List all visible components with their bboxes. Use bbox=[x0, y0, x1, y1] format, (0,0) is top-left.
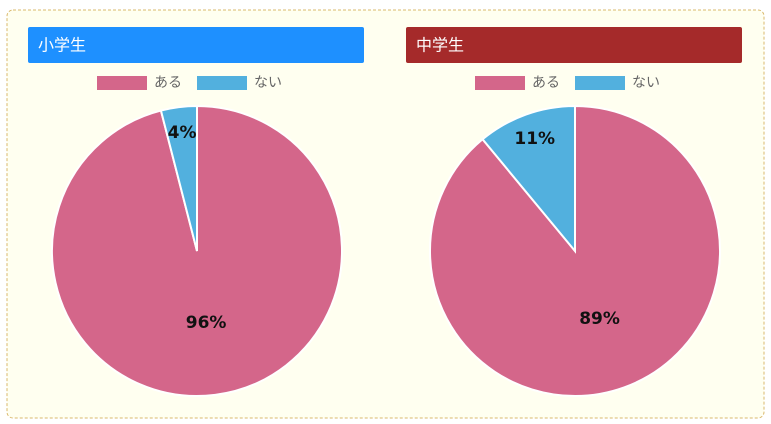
chart-title: 小学生 bbox=[38, 36, 86, 55]
legend-swatch bbox=[97, 76, 147, 90]
chart-title: 中学生 bbox=[416, 36, 464, 55]
header bbox=[406, 27, 742, 63]
legend-label: ある bbox=[154, 75, 182, 91]
legend-label: ない bbox=[254, 75, 282, 91]
data-label: 4% bbox=[168, 123, 197, 143]
legend-swatch bbox=[197, 76, 247, 90]
legend-swatch bbox=[575, 76, 625, 90]
legend-label: ない bbox=[632, 75, 660, 91]
legend-swatch bbox=[475, 76, 525, 90]
legend-label: ある bbox=[532, 75, 560, 91]
pie-slice bbox=[481, 104, 576, 254]
pie-slice bbox=[159, 104, 198, 252]
data-label: 11% bbox=[514, 129, 555, 149]
data-label: 89% bbox=[579, 309, 620, 329]
header bbox=[28, 27, 364, 63]
data-label: 96% bbox=[186, 313, 227, 333]
